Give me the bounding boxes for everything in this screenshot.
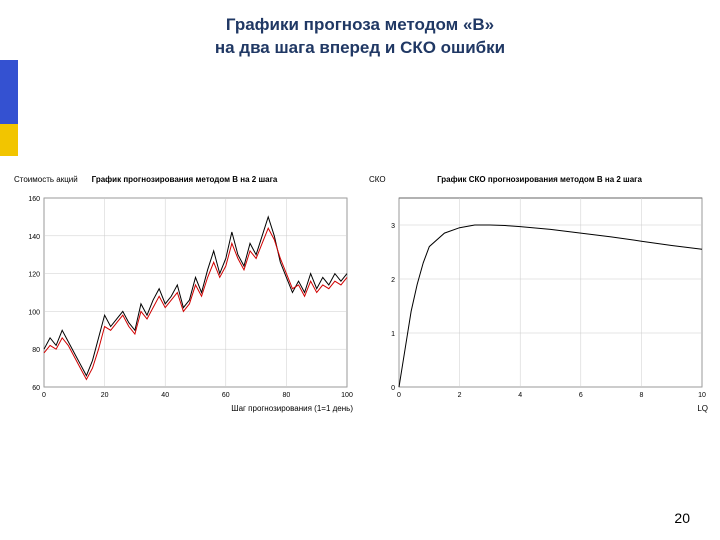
svg-text:80: 80	[32, 347, 40, 354]
page-number: 20	[674, 510, 690, 526]
svg-text:СКО: СКО	[369, 175, 386, 184]
svg-text:0: 0	[391, 385, 395, 392]
svg-text:0: 0	[42, 392, 46, 399]
svg-text:8: 8	[639, 392, 643, 399]
svg-text:60: 60	[32, 385, 40, 392]
svg-text:140: 140	[28, 234, 40, 241]
svg-text:Стоимость акций: Стоимость акций	[14, 175, 78, 184]
svg-text:120: 120	[28, 272, 40, 279]
svg-text:80: 80	[283, 392, 291, 399]
svg-text:2: 2	[458, 392, 462, 399]
svg-text:160: 160	[28, 196, 40, 203]
accent-decoration	[0, 60, 18, 156]
title-line-1: Графики прогноза методом «B»	[0, 14, 720, 37]
svg-text:40: 40	[161, 392, 169, 399]
svg-text:60: 60	[222, 392, 230, 399]
svg-text:100: 100	[28, 309, 40, 316]
svg-text:2: 2	[391, 277, 395, 284]
svg-text:3: 3	[391, 223, 395, 230]
chart-container: Стоимость акций График прогнозирования ме…	[12, 170, 712, 415]
svg-text:0: 0	[397, 392, 401, 399]
svg-text:1: 1	[391, 331, 395, 338]
accent-block-yellow	[0, 124, 18, 156]
svg-text:6: 6	[579, 392, 583, 399]
svg-text:График прогнозирования методом: График прогнозирования методом B на 2 ша…	[92, 175, 278, 184]
left-chart: Стоимость акций График прогнозирования ме…	[12, 170, 357, 415]
svg-text:100: 100	[341, 392, 353, 399]
slide-title: Графики прогноза методом «B» на два шага…	[0, 14, 720, 60]
title-line-2: на два шага вперед и СКО ошибки	[0, 37, 720, 60]
svg-text:10: 10	[698, 392, 706, 399]
right-chart: СКО График СКО прогнозирования методом B …	[367, 170, 712, 415]
svg-text:20: 20	[101, 392, 109, 399]
svg-text:LQ: LQ	[697, 404, 708, 413]
svg-text:График СКО прогнозирования мет: График СКО прогнозирования методом B на …	[437, 175, 642, 184]
svg-text:4: 4	[518, 392, 522, 399]
svg-text:Шаг прогнозирования (1=1 день): Шаг прогнозирования (1=1 день)	[231, 404, 353, 413]
accent-block-blue	[0, 60, 18, 124]
